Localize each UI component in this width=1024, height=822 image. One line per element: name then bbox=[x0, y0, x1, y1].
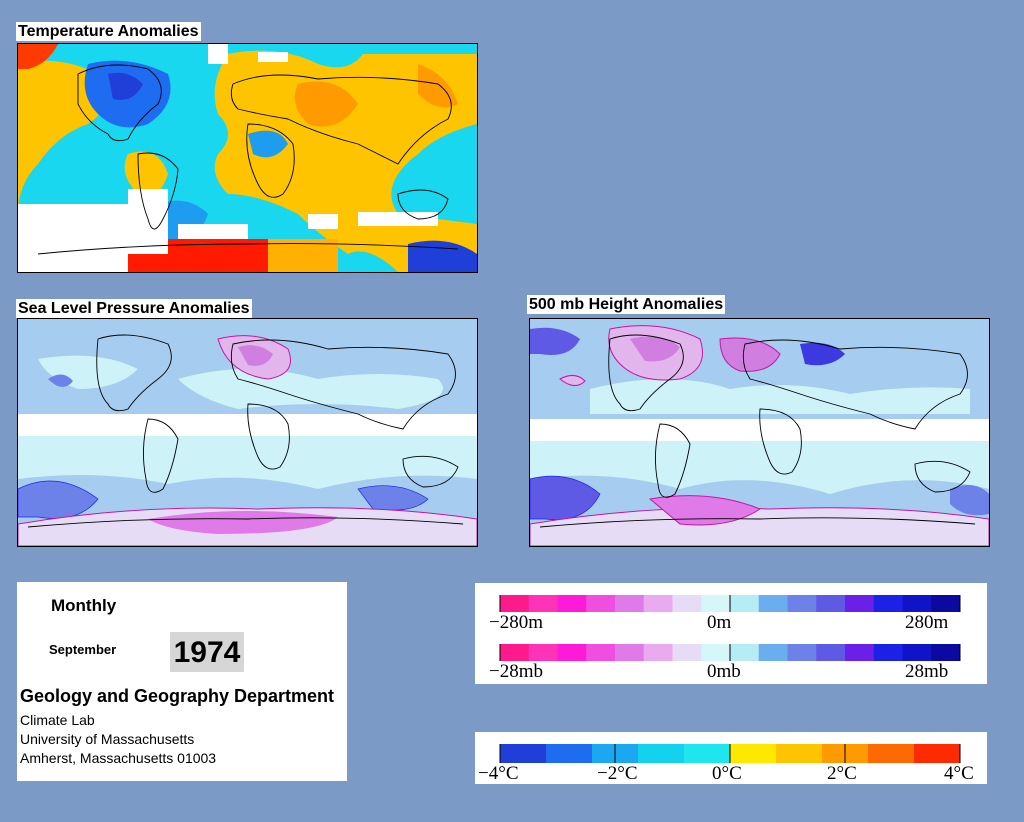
height-swatch-1 bbox=[528, 595, 558, 612]
height-swatch-12 bbox=[845, 595, 875, 612]
temperature-tick-label-3: 2°C bbox=[827, 763, 857, 784]
height-mid-label: 0m bbox=[707, 612, 732, 633]
height-swatch-6 bbox=[672, 595, 702, 612]
university-label: University of Massachusetts bbox=[20, 731, 195, 747]
slp-panel-title: Sea Level Pressure Anomalies bbox=[16, 299, 252, 318]
pressure-swatch-3 bbox=[586, 644, 616, 661]
pressure-swatch-11 bbox=[816, 644, 846, 661]
pressure-max-label: 28mb bbox=[905, 661, 948, 682]
temperature-anomaly-map bbox=[17, 43, 478, 273]
pressure-swatch-15 bbox=[931, 644, 961, 661]
pressure-swatch-0 bbox=[500, 644, 530, 661]
temperature-swatch-8 bbox=[868, 744, 915, 763]
height-swatch-11 bbox=[816, 595, 846, 612]
pressure-swatch-9 bbox=[758, 644, 788, 661]
height-color-scale bbox=[499, 595, 961, 612]
pressure-swatch-7 bbox=[701, 644, 731, 661]
temperature-swatch-9 bbox=[914, 744, 961, 763]
temperature-swatch-0 bbox=[500, 744, 547, 763]
temperature-tick-label-0: −4°C bbox=[478, 763, 519, 784]
height-pressure-legend: −280m 0m 280m −28mb 0mb 28mb bbox=[475, 583, 987, 684]
temperature-tick-label-4: 4°C bbox=[944, 763, 974, 784]
lab-label: Climate Lab bbox=[20, 712, 95, 728]
height-swatch-10 bbox=[787, 595, 817, 612]
pressure-swatch-6 bbox=[672, 644, 702, 661]
pressure-swatch-12 bbox=[845, 644, 875, 661]
year-label: 1974 bbox=[170, 632, 244, 672]
height-swatch-14 bbox=[902, 595, 932, 612]
temperature-swatch-6 bbox=[776, 744, 823, 763]
slp-anomaly-map bbox=[17, 318, 478, 547]
temperature-tick-label-2: 0°C bbox=[712, 763, 742, 784]
info-box: Monthly September 1974 Geology and Geogr… bbox=[17, 582, 347, 781]
pressure-swatch-8 bbox=[730, 644, 760, 661]
temperature-swatch-1 bbox=[546, 744, 593, 763]
temperature-swatch-4 bbox=[684, 744, 731, 763]
height-max-label: 280m bbox=[905, 612, 949, 633]
temperature-tick-label-1: −2°C bbox=[597, 763, 638, 784]
address-label: Amherst, Massachusetts 01003 bbox=[20, 750, 217, 766]
height-swatch-4 bbox=[615, 595, 645, 612]
pressure-swatch-2 bbox=[557, 644, 587, 661]
pressure-color-scale bbox=[499, 644, 961, 661]
height-swatch-7 bbox=[701, 595, 731, 612]
pressure-min-label: −28mb bbox=[489, 661, 543, 682]
height-swatch-2 bbox=[557, 595, 587, 612]
temperature-panel-title: Temperature Anomalies bbox=[16, 22, 201, 41]
height-swatch-0 bbox=[500, 595, 530, 612]
height-swatch-9 bbox=[758, 595, 788, 612]
pressure-swatch-4 bbox=[615, 644, 645, 661]
height-anomaly-map bbox=[529, 318, 990, 547]
pressure-swatch-13 bbox=[873, 644, 903, 661]
pressure-swatch-14 bbox=[902, 644, 932, 661]
period-label: Monthly bbox=[51, 596, 117, 615]
pressure-swatch-5 bbox=[643, 644, 673, 661]
height-min-label: −280m bbox=[489, 612, 543, 633]
pressure-swatch-1 bbox=[528, 644, 558, 661]
height-swatch-13 bbox=[873, 595, 903, 612]
height-swatch-5 bbox=[643, 595, 673, 612]
height-swatch-8 bbox=[730, 595, 760, 612]
department-label: Geology and Geography Department bbox=[20, 686, 335, 706]
temperature-swatch-5 bbox=[730, 744, 777, 763]
month-label: September bbox=[49, 642, 117, 657]
temperature-legend: −4°C −2°C 0°C 2°C 4°C bbox=[475, 732, 987, 784]
height-swatch-3 bbox=[586, 595, 616, 612]
height-panel-title: 500 mb Height Anomalies bbox=[527, 295, 726, 314]
pressure-swatch-10 bbox=[787, 644, 817, 661]
height-swatch-15 bbox=[931, 595, 961, 612]
temperature-swatch-3 bbox=[638, 744, 685, 763]
pressure-mid-label: 0mb bbox=[707, 661, 741, 682]
